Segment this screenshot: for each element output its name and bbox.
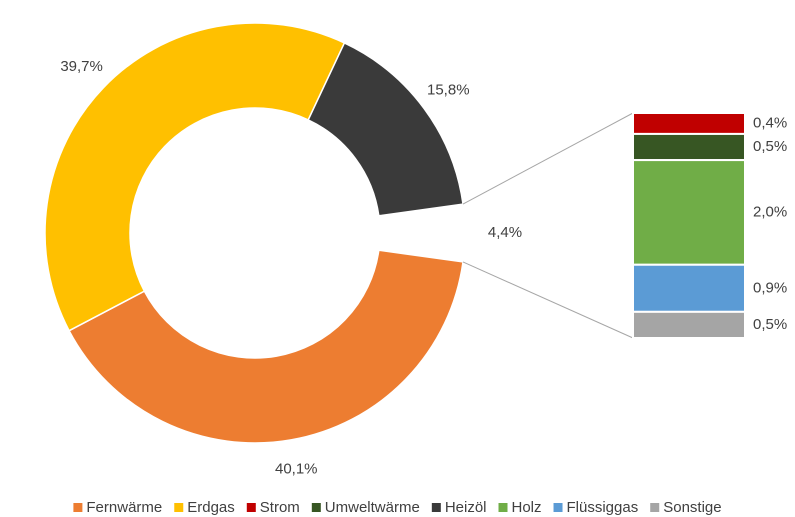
bar-segment xyxy=(632,112,746,135)
legend-swatch xyxy=(431,503,441,512)
donut-segment xyxy=(44,22,346,332)
legend-swatch xyxy=(73,503,83,512)
legend-swatch xyxy=(553,503,563,512)
legend-label: Erdgas xyxy=(187,499,235,516)
data-label: 0,4% xyxy=(753,114,787,131)
bar-segment xyxy=(632,132,746,162)
data-label: 4,4% xyxy=(488,224,522,241)
legend-swatch xyxy=(174,503,184,512)
legend-label: Strom xyxy=(260,499,300,516)
legend-swatch xyxy=(311,503,321,512)
legend-label: Sonstige xyxy=(663,499,721,516)
legend-swatch xyxy=(498,503,508,512)
legend-label: Flüssiggas xyxy=(567,499,639,516)
connector-line xyxy=(462,261,634,339)
legend-label: Umweltwärme xyxy=(325,499,420,516)
data-label: 2,0% xyxy=(753,203,787,220)
legend-swatch xyxy=(650,503,660,512)
data-label: 0,5% xyxy=(753,316,787,333)
legend-swatch xyxy=(246,503,256,512)
data-label: 0,5% xyxy=(753,138,787,155)
legend-label: Fernwärme xyxy=(86,499,162,516)
data-label: 39,7% xyxy=(60,58,103,75)
bar-segment xyxy=(632,159,746,266)
legend-label: Holz xyxy=(512,499,542,516)
donut-segment xyxy=(68,249,464,444)
connector-line xyxy=(462,112,634,205)
data-label: 15,8% xyxy=(427,82,470,99)
bar-segment xyxy=(632,263,746,313)
legend-label: Heizöl xyxy=(445,499,487,516)
data-label: 0,9% xyxy=(753,279,787,296)
donut-segment xyxy=(307,41,464,217)
bar-segment xyxy=(632,310,746,340)
data-label: 40,1% xyxy=(275,460,318,477)
